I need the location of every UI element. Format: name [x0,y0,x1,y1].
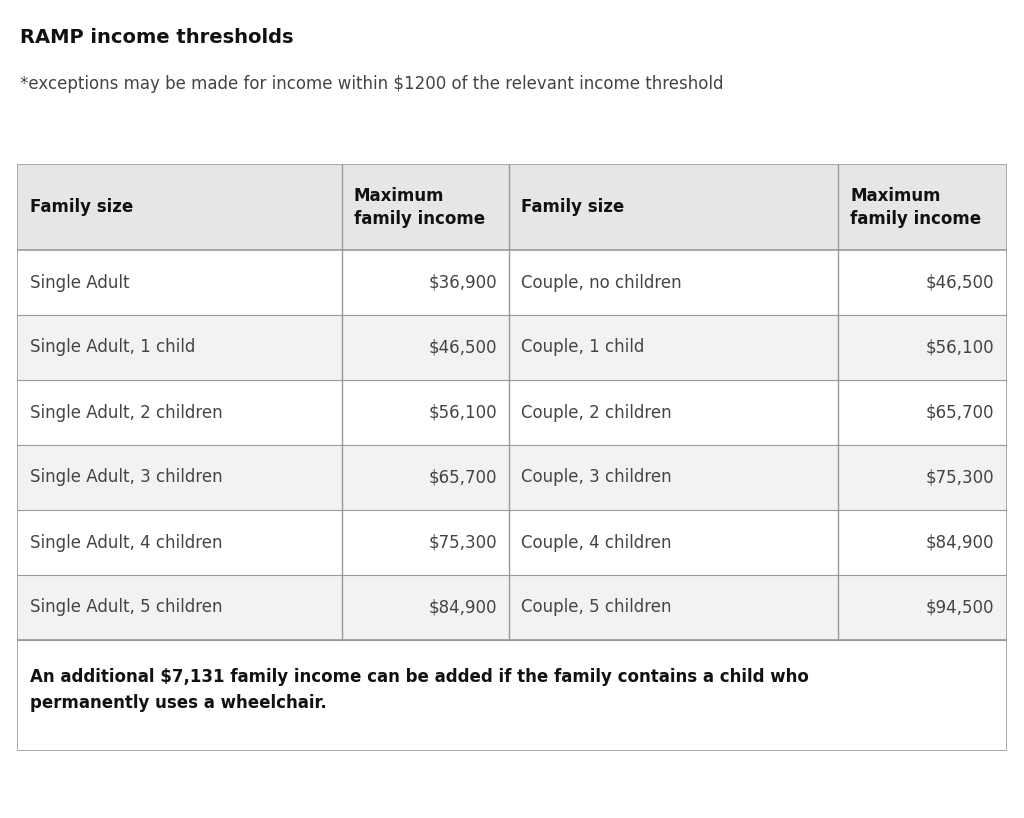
Bar [18,250,1006,315]
Text: Single Adult, 2 children: Single Adult, 2 children [30,403,222,421]
Text: Couple, no children: Couple, no children [521,273,682,291]
Bar [18,510,1006,575]
Text: Single Adult, 1 child: Single Adult, 1 child [30,339,196,357]
Bar [18,640,1006,750]
Text: Single Adult, 4 children: Single Adult, 4 children [30,533,222,551]
Text: $65,700: $65,700 [429,469,498,487]
Text: $94,500: $94,500 [926,599,994,617]
Text: Single Adult, 5 children: Single Adult, 5 children [30,599,222,617]
Text: Family size: Family size [521,199,625,217]
Text: $75,300: $75,300 [926,469,994,487]
Text: $84,900: $84,900 [926,533,994,551]
Text: *exceptions may be made for income within $1200 of the relevant income threshold: *exceptions may be made for income withi… [20,75,724,93]
Bar [18,165,1006,250]
Text: Couple, 5 children: Couple, 5 children [521,599,672,617]
Bar [18,445,1006,510]
Text: Single Adult, 3 children: Single Adult, 3 children [30,469,222,487]
Text: RAMP income thresholds: RAMP income thresholds [20,28,294,47]
Text: $36,900: $36,900 [429,273,498,291]
Text: Family size: Family size [30,199,133,217]
Text: Couple, 2 children: Couple, 2 children [521,403,672,421]
Text: $84,900: $84,900 [429,599,498,617]
Bar [18,575,1006,640]
Bar [18,165,1006,750]
Text: $75,300: $75,300 [429,533,498,551]
Text: Maximum
family income: Maximum family income [353,187,484,227]
Text: Maximum
family income: Maximum family income [850,187,981,227]
Text: Couple, 1 child: Couple, 1 child [521,339,645,357]
Text: Couple, 3 children: Couple, 3 children [521,469,672,487]
Text: An additional $7,131 family income can be added if the family contains a child w: An additional $7,131 family income can b… [30,667,809,712]
Text: Couple, 4 children: Couple, 4 children [521,533,672,551]
Text: Single Adult: Single Adult [30,273,129,291]
Bar [18,315,1006,380]
Text: $65,700: $65,700 [926,403,994,421]
Text: $46,500: $46,500 [926,273,994,291]
Text: $56,100: $56,100 [926,339,994,357]
Bar [18,380,1006,445]
Text: $56,100: $56,100 [429,403,498,421]
Text: $46,500: $46,500 [429,339,498,357]
